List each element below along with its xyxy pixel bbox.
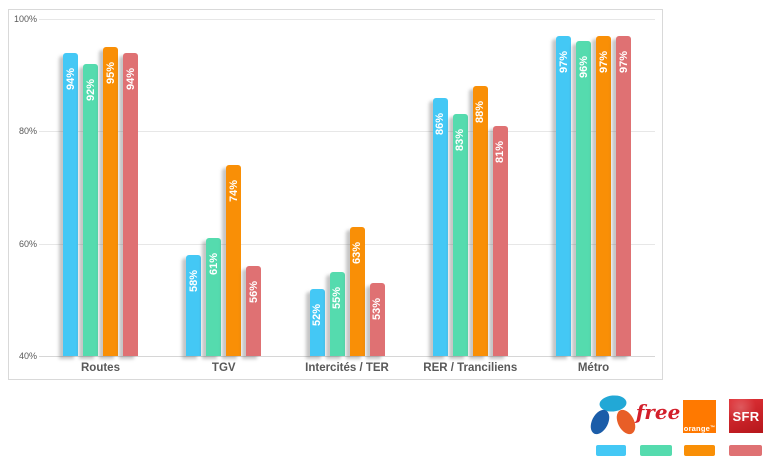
chart-frame: 100% 80% 60% 40% 94% 92% 95% 94% Routes 58% 61% 74%…: [8, 9, 663, 380]
bar-value-label: 97%: [557, 50, 570, 73]
bar-free-5: [576, 41, 591, 356]
gridline-40: [39, 356, 655, 357]
bar-value-label: 94%: [64, 67, 77, 90]
bar-value-label: 94%: [124, 67, 137, 90]
bar-value-label: 97%: [597, 50, 610, 73]
bar-value-label: 52%: [311, 303, 323, 326]
bar-orange-5: [596, 35, 611, 356]
gridline-60: [39, 243, 655, 245]
bar-bouygues-5: [556, 35, 571, 356]
legend-swatch: [729, 445, 762, 456]
bar-bouygues-3: [309, 288, 325, 356]
bar-orange-4: [472, 86, 488, 356]
bar-value-label: 63%: [351, 241, 363, 264]
orange-wordmark: orange™: [683, 424, 716, 433]
bar-value-label: 83%: [454, 129, 467, 152]
x-axis-label: RER / Tranciliens: [423, 362, 518, 374]
bar-sfr-1: [123, 52, 138, 356]
orange-logo: orange™: [683, 400, 716, 433]
bar-value-label: 55%: [331, 286, 343, 309]
x-axis-label: Intercités / TER: [305, 362, 389, 374]
gridline-80: [39, 131, 655, 133]
bar-bouygues-4: [432, 97, 448, 356]
gridline-100: [39, 19, 655, 20]
legend-swatch: [684, 445, 715, 456]
bar-value-label: 53%: [371, 297, 383, 320]
bar-free-1: [83, 63, 98, 356]
legend-swatch: [596, 445, 626, 456]
sfr-logo: SFR: [729, 399, 763, 433]
bouygues-telecom-logo: [590, 395, 636, 435]
bar-value-label: 86%: [434, 112, 447, 135]
x-axis-label: Métro: [577, 362, 610, 374]
bar-sfr-5: [616, 35, 631, 356]
bar-free-2: [206, 238, 222, 356]
bar-orange-1: [103, 47, 118, 356]
bar-sfr-2: [246, 266, 262, 356]
bar-orange-2: [226, 165, 242, 356]
bar-value-label: 56%: [247, 281, 260, 304]
bar-value-label: 95%: [104, 62, 117, 85]
bar-free-4: [452, 114, 468, 356]
free-logo: free: [635, 400, 681, 424]
bar-value-label: 96%: [577, 56, 590, 79]
bar-value-label: 81%: [494, 140, 507, 163]
bar-sfr-4: [492, 125, 508, 356]
bar-value-label: 88%: [474, 101, 487, 124]
x-axis-label: TGV: [211, 362, 236, 374]
legend-swatch: [640, 445, 672, 456]
bar-bouygues-2: [186, 254, 202, 356]
y-axis-tick-label: 40%: [18, 351, 37, 361]
sfr-wordmark: SFR: [732, 408, 760, 424]
bar-orange-3: [349, 226, 365, 356]
bar-sfr-3: [369, 282, 385, 356]
bar-value-label: 61%: [207, 253, 220, 276]
bar-value-label: 92%: [84, 78, 97, 101]
bar-free-3: [329, 271, 345, 356]
legend: free orange™ SFR: [580, 390, 773, 460]
x-axis-label: Routes: [81, 362, 120, 374]
y-axis-tick-label: 60%: [18, 238, 37, 249]
y-axis-tick-label: 80%: [18, 126, 37, 137]
bar-value-label: 97%: [617, 50, 630, 73]
bar-value-label: 58%: [187, 269, 200, 292]
trademark-symbol: ™: [710, 425, 716, 431]
bar-bouygues-1: [63, 52, 78, 356]
bar-value-label: 74%: [227, 180, 240, 203]
y-axis-tick-label: 100%: [13, 14, 37, 24]
